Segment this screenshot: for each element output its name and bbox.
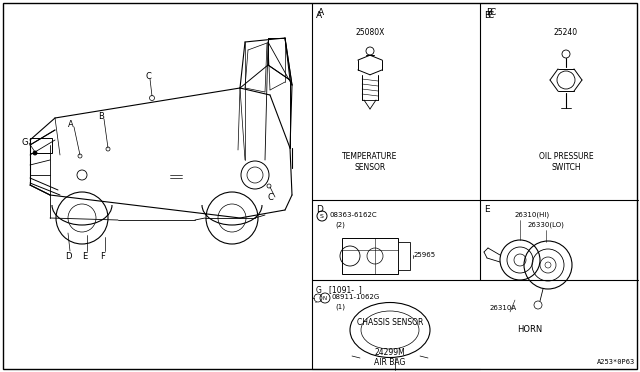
Text: 08911-1062G: 08911-1062G xyxy=(332,294,380,300)
Text: CHASSIS SENSOR: CHASSIS SENSOR xyxy=(357,318,423,327)
Text: B: B xyxy=(484,11,490,20)
Text: N: N xyxy=(323,295,327,301)
Text: D: D xyxy=(316,205,323,214)
Text: B: B xyxy=(486,8,492,17)
Text: A: A xyxy=(68,120,74,129)
Text: 26310(HI): 26310(HI) xyxy=(515,212,550,218)
Text: 08363-6162C: 08363-6162C xyxy=(329,212,376,218)
Text: C: C xyxy=(145,72,151,81)
FancyBboxPatch shape xyxy=(342,238,398,274)
Text: SENSOR: SENSOR xyxy=(355,163,386,172)
Text: 26310A: 26310A xyxy=(490,305,517,311)
Text: D: D xyxy=(65,252,72,261)
Text: A253*0P63: A253*0P63 xyxy=(596,359,635,365)
Text: C: C xyxy=(488,11,494,20)
Text: E: E xyxy=(82,252,87,261)
FancyBboxPatch shape xyxy=(398,242,410,270)
Text: F: F xyxy=(100,252,105,261)
Text: AIR BAG: AIR BAG xyxy=(374,358,406,367)
FancyBboxPatch shape xyxy=(3,3,637,369)
Text: HORN: HORN xyxy=(517,325,543,334)
Text: TEMPERATURE: TEMPERATURE xyxy=(342,152,397,161)
Text: E: E xyxy=(484,205,490,214)
Text: B: B xyxy=(98,112,104,121)
Text: 25965: 25965 xyxy=(414,252,436,258)
Circle shape xyxy=(33,151,37,155)
Text: C: C xyxy=(490,8,496,17)
Text: SWITCH: SWITCH xyxy=(551,163,581,172)
Text: G   [1091-  ]: G [1091- ] xyxy=(316,285,362,294)
Text: A: A xyxy=(318,8,324,17)
Text: (2): (2) xyxy=(335,221,345,228)
Text: G: G xyxy=(22,138,29,147)
Text: OIL PRESSURE: OIL PRESSURE xyxy=(539,152,593,161)
Text: C: C xyxy=(268,193,274,202)
Text: 25080X: 25080X xyxy=(355,28,385,37)
Text: (1): (1) xyxy=(335,303,345,310)
Text: S: S xyxy=(320,214,324,218)
FancyBboxPatch shape xyxy=(30,138,52,153)
Text: 26330(LO): 26330(LO) xyxy=(528,222,565,228)
Text: 24299M: 24299M xyxy=(374,348,405,357)
Text: A: A xyxy=(316,11,322,20)
Text: 25240: 25240 xyxy=(554,28,578,37)
